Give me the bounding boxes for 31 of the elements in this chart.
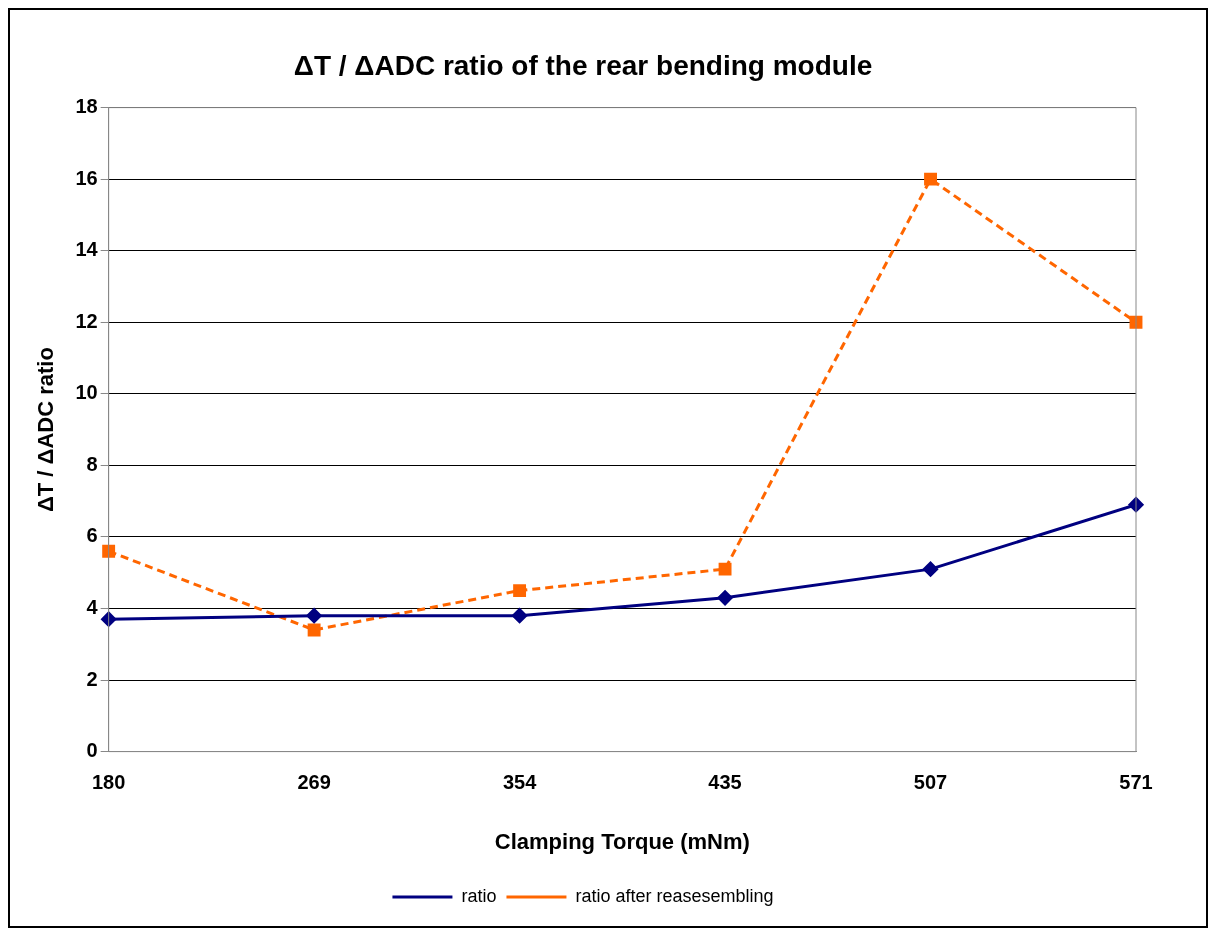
x-axis-title: Clamping Torque (mNm): [494, 828, 750, 854]
point: [717, 590, 733, 606]
y-tick-label: 6: [86, 524, 98, 547]
point: [718, 562, 732, 576]
y-tick-label: 0: [86, 739, 98, 762]
y-tick-label: 16: [75, 166, 98, 189]
point: [102, 544, 116, 558]
y-tick-label: 8: [86, 452, 98, 475]
legend-label: ratio after reasesembling: [575, 885, 774, 906]
y-tick-label: 4: [86, 596, 99, 618]
chart-title: ΔT / ΔADC ratio of the rear bending module: [293, 49, 873, 81]
point: [924, 172, 937, 186]
point: [513, 584, 527, 598]
point: [512, 608, 528, 624]
point: [306, 608, 322, 624]
y-tick-label: 2: [86, 667, 98, 690]
y-axis-title: ΔT / ΔADC ratio: [33, 347, 59, 513]
x-tick-label: 354: [502, 771, 538, 794]
x-tick-label: 507: [913, 771, 948, 794]
point: [307, 623, 321, 637]
x-tick-label: 435: [708, 771, 742, 794]
x-tick-label: 269: [297, 771, 331, 794]
y-tick-label: 18: [75, 95, 98, 118]
x-tick-label: 571: [1119, 771, 1153, 794]
y-tick-label: 12: [75, 309, 98, 332]
y-tick-label: 14: [75, 238, 99, 261]
y-tick-label: 10: [75, 381, 98, 404]
legend-label: ratio: [461, 885, 497, 906]
x-tick-label: 180: [91, 771, 126, 794]
point: [101, 611, 117, 627]
point: [923, 561, 939, 577]
